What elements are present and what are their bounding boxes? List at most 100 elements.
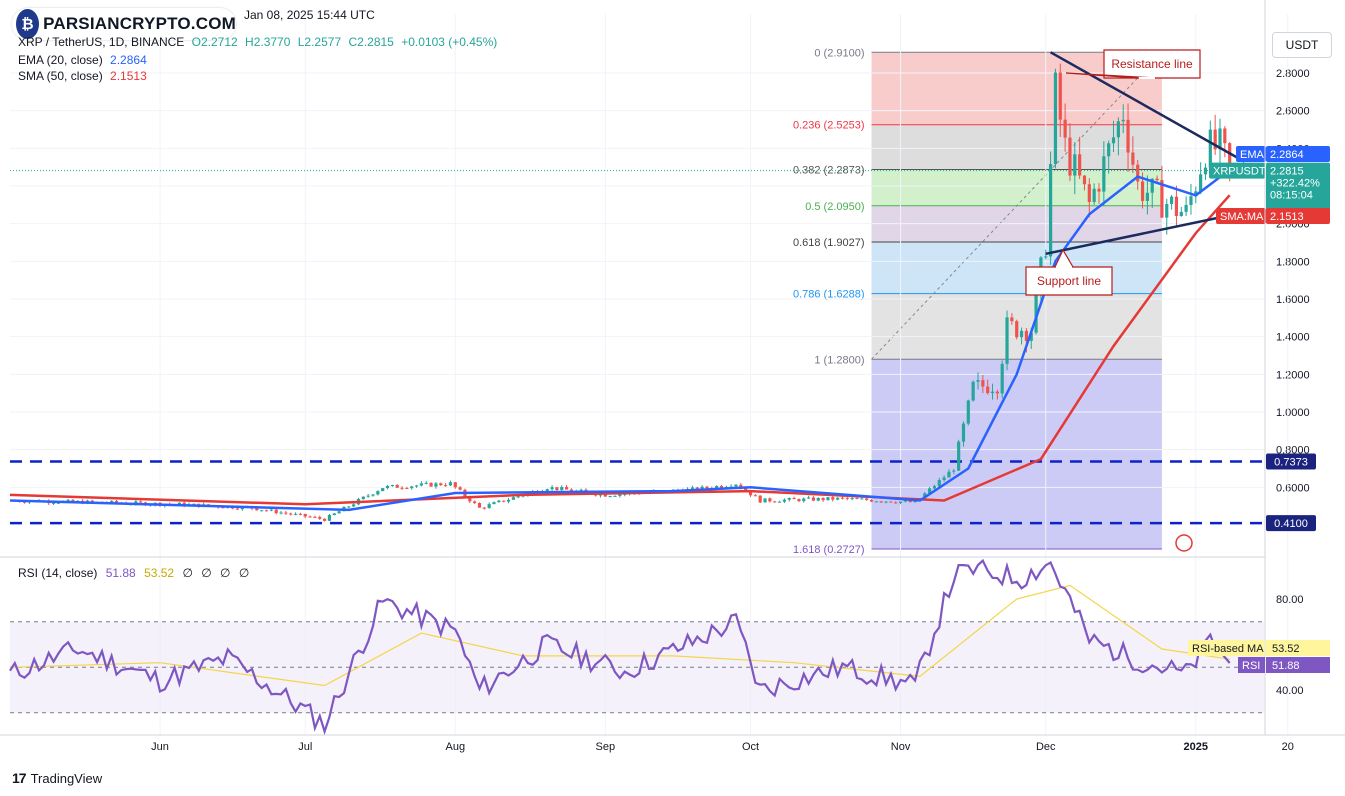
rsi-ma-name-badge — [1188, 640, 1265, 656]
x-tick-label: Oct — [742, 741, 759, 753]
candle-body — [390, 484, 394, 486]
candle-body — [293, 513, 298, 515]
candle-body — [66, 499, 70, 501]
candle-body — [1005, 317, 1009, 364]
symbol-legend[interactable]: XRP / TetherUS, 1D, BINANCE O2.2712 H2.3… — [18, 35, 501, 49]
candle-body — [1073, 154, 1077, 176]
fib-level-label: 0.786 (1.6288) — [793, 289, 865, 301]
candle-body — [753, 495, 757, 497]
price-badge-text: 08:15:04 — [1270, 190, 1313, 202]
x-tick-label: Nov — [891, 741, 911, 753]
callout-text: Support line — [1037, 274, 1101, 288]
candle-body — [986, 386, 990, 394]
tradingview-logo[interactable]: 17 TradingView — [12, 770, 102, 786]
candle-body — [560, 487, 564, 491]
fib-zone — [871, 241, 1162, 294]
rsi-ma-name-text: RSI-based MA — [1192, 643, 1264, 655]
candle-body — [347, 506, 351, 508]
candle-body — [1116, 121, 1120, 138]
candle-body — [337, 511, 341, 514]
currency-button[interactable]: USDT — [1272, 32, 1332, 58]
candle-body — [1000, 363, 1004, 394]
candle-body — [1170, 196, 1174, 205]
candle-body — [114, 500, 119, 503]
candle-body — [618, 494, 622, 496]
candle-body — [385, 485, 390, 489]
y-tick-label: 1.0000 — [1276, 407, 1310, 419]
candle-body — [395, 484, 399, 488]
support-trend-line — [1045, 211, 1245, 256]
candle-body — [961, 423, 966, 442]
candle-body — [579, 489, 583, 491]
candle-body — [898, 501, 903, 503]
candle-body — [458, 487, 462, 490]
y-tick-label: 1.4000 — [1276, 332, 1310, 344]
candle-body — [565, 487, 569, 490]
ema-name-badge-text: EMA — [1240, 149, 1265, 161]
y-tick-label: 1.2000 — [1276, 369, 1310, 381]
candle-body — [1049, 164, 1053, 257]
candle-body — [260, 510, 264, 512]
candle-body — [782, 499, 786, 502]
ema-legend[interactable]: EMA (20, close) 2.2864 — [18, 53, 151, 67]
candle-body — [865, 498, 869, 501]
resistance-callout: Resistance line — [1065, 49, 1201, 79]
rsi-y-tick-label: 40.00 — [1276, 685, 1304, 697]
candle-body — [192, 503, 196, 505]
ohlc-low: L2.2577 — [297, 35, 342, 49]
tradingview-icon: 17 — [12, 770, 27, 786]
watermark-logo: ₿ PARSIANCRYPTO.COM — [12, 8, 236, 40]
candle-body — [845, 497, 849, 499]
rsi-legend-null-3: ∅ — [220, 566, 231, 580]
candle-body — [419, 483, 423, 486]
candle-body — [613, 495, 617, 497]
fib-zone — [871, 359, 1162, 549]
ohlc-high: H2.3770 — [245, 35, 291, 49]
candle-body — [1189, 196, 1193, 205]
price-badge-box — [1266, 162, 1330, 213]
rsi-value-text: 51.88 — [1272, 660, 1300, 672]
rsi-ma-line — [9, 584, 1230, 687]
candle-body — [603, 494, 607, 497]
candle-body — [908, 500, 912, 503]
candle-body — [1165, 204, 1169, 218]
fib-zone — [871, 169, 1162, 206]
candle-body — [1107, 143, 1111, 157]
candle-body — [1087, 184, 1091, 202]
candle-body — [937, 480, 941, 487]
tradingview-text: TradingView — [30, 770, 103, 786]
candle-body — [1044, 256, 1048, 258]
symbol-badge-box — [1209, 162, 1265, 179]
candle-body — [913, 500, 917, 503]
candle-body — [1150, 178, 1154, 193]
candle-body — [366, 495, 370, 497]
candle-body — [705, 486, 709, 489]
ema-line — [9, 168, 1231, 512]
candle-body — [855, 498, 859, 500]
rsi-legend[interactable]: RSI (14, close) 51.88 53.52 ∅ ∅ ∅ ∅ — [18, 566, 254, 580]
candle-body — [506, 499, 511, 502]
support-callout: Support line — [1025, 248, 1113, 296]
candle-body — [690, 487, 695, 489]
fib-level-label: 1.618 (0.2727) — [793, 544, 865, 556]
candle-body — [947, 471, 951, 478]
fib-trend-line — [871, 51, 1163, 360]
rsi-legend-null-2: ∅ — [201, 566, 212, 580]
candle-body — [1131, 152, 1135, 165]
fib-level-label: 0 (2.9100) — [814, 47, 864, 59]
x-tick-label: 2025 — [1184, 741, 1208, 753]
candle-body — [966, 400, 970, 424]
candle-body — [734, 484, 738, 487]
candle-body — [51, 502, 56, 504]
candle-body — [879, 501, 883, 503]
logo-icon: ₿ — [16, 9, 40, 39]
candle-body — [482, 507, 486, 509]
candle-body — [1034, 290, 1038, 333]
candle-body — [768, 498, 772, 502]
candle-body — [1199, 174, 1203, 192]
candle-body — [318, 517, 322, 519]
candle-body — [1213, 129, 1217, 150]
candle-body — [279, 512, 283, 514]
sma-legend[interactable]: SMA (50, close) 2.1513 — [18, 69, 151, 83]
